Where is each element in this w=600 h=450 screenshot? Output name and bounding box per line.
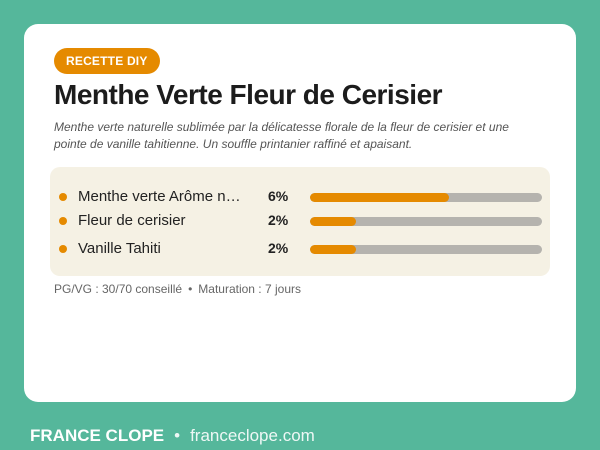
recipe-title: Menthe Verte Fleur de Cerisier — [54, 79, 443, 110]
ingredient-row: Vanille Tahiti 2% — [50, 238, 550, 260]
maturation-time: Maturation : 7 jours — [198, 282, 301, 296]
ingredient-bar-fill — [310, 245, 357, 254]
bullet-dot-icon — [59, 217, 67, 225]
ingredients-panel: Menthe verte Arôme naturel 6% Fleur de c… — [50, 167, 550, 276]
footer: FRANCE CLOPE • franceclope.com — [30, 426, 315, 446]
recipe-badge: RECETTE DIY — [54, 48, 160, 74]
ingredient-bar — [310, 217, 542, 226]
ingredient-percentage: 6% — [268, 188, 289, 204]
pgvg-ratio: PG/VG : 30/70 conseillé — [54, 282, 183, 296]
meta-separator: • — [188, 282, 193, 296]
ingredient-percentage: 2% — [268, 240, 289, 256]
bullet-dot-icon — [59, 245, 67, 253]
ingredient-name: Vanille Tahiti — [78, 240, 161, 257]
recipe-card: RECETTE DIY Menthe Verte Fleur de Cerisi… — [24, 24, 576, 402]
recipe-description: Menthe verte naturelle sublimée par la d… — [54, 120, 509, 151]
ingredient-bar-fill — [310, 217, 357, 226]
bullet-dot-icon — [59, 193, 67, 201]
website-link[interactable]: franceclope.com — [190, 426, 315, 445]
brand-name: FRANCE CLOPE — [30, 426, 165, 445]
ingredient-row: Fleur de cerisier 2% — [50, 210, 550, 232]
ingredient-name: Fleur de cerisier — [78, 212, 186, 229]
footer-separator: • — [174, 426, 181, 445]
ingredient-bar — [310, 245, 542, 254]
recipe-meta: PG/VG : 30/70 conseillé • Maturation : 7 j… — [54, 282, 301, 296]
ingredient-bar — [310, 193, 542, 202]
ingredient-percentage: 2% — [268, 212, 289, 228]
ingredient-bar-fill — [310, 193, 450, 202]
ingredient-name: Menthe verte Arôme naturel — [78, 188, 248, 205]
ingredient-row: Menthe verte Arôme naturel 6% — [50, 186, 550, 208]
